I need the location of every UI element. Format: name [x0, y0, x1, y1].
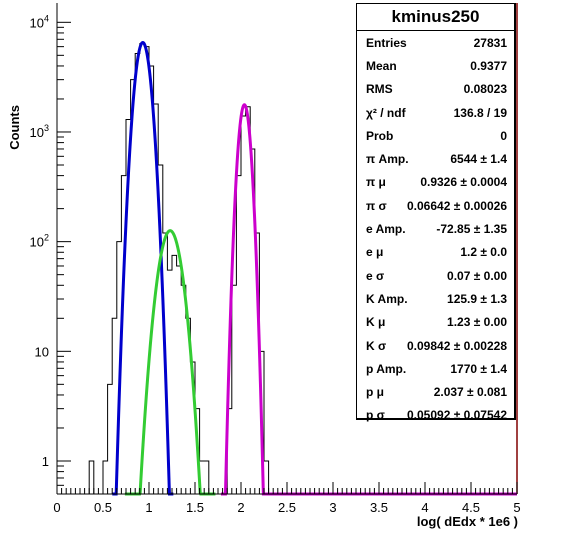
- stats-label: e Amp.: [366, 222, 406, 237]
- x-tick-label: 0.5: [94, 500, 112, 515]
- stats-row: RMS 0.08023: [357, 78, 514, 101]
- y-tick-exponent: 4: [44, 13, 49, 23]
- stats-value: 0.06642 ± 0.00026: [406, 198, 507, 213]
- y-tick-label: 10: [35, 344, 49, 359]
- y-tick-base: 1: [42, 454, 49, 469]
- y-tick-base: 10: [30, 15, 44, 30]
- x-tick-label: 2.5: [278, 500, 296, 515]
- stats-row: p Amp. 1770 ± 1.4: [357, 357, 514, 380]
- stats-value: 0.08023: [463, 82, 507, 97]
- y-tick-base: 10: [35, 344, 49, 359]
- y-tick-base: 10: [30, 235, 44, 250]
- y-tick-label: 102: [30, 233, 49, 250]
- stats-row: K μ 1.23 ± 0.00: [357, 311, 514, 334]
- stats-row: π σ 0.06642 ± 0.00026: [357, 194, 514, 217]
- fit-curve-π: [112, 40, 174, 496]
- stats-label: K μ: [366, 315, 386, 330]
- x-tick-label: 2: [237, 500, 244, 515]
- stats-row: π μ 0.9326 ± 0.0004: [357, 171, 514, 194]
- stats-value: 125.9 ± 1.3: [447, 291, 507, 306]
- y-tick-exponent: 2: [44, 233, 49, 243]
- stats-box: kminus250 Entries 27831 Mean 0.9377 RMS 0.080…: [356, 3, 516, 422]
- x-tick-label: 5: [513, 500, 520, 515]
- stats-label: e μ: [366, 245, 384, 260]
- stats-label: π Amp.: [366, 152, 409, 167]
- stats-row: Mean 0.9377: [357, 54, 514, 77]
- stats-value: 0: [500, 128, 507, 143]
- x-tick-label: 1.5: [186, 500, 204, 515]
- y-tick-exponent: 3: [44, 123, 49, 133]
- x-tick-label: 4: [421, 500, 428, 515]
- x-axis-title: log( dEdx * 1e6 ): [417, 514, 518, 529]
- histogram-line: [88, 43, 270, 495]
- stats-label: e σ: [366, 268, 385, 283]
- stats-label: χ² / ndf: [366, 105, 406, 120]
- stats-label: Entries: [366, 35, 407, 50]
- stats-value: 0.07 ± 0.00: [447, 268, 507, 283]
- stats-label: K σ: [366, 338, 387, 353]
- stats-row: e σ 0.07 ± 0.00: [357, 264, 514, 287]
- stats-row: Prob 0: [357, 124, 514, 147]
- x-tick-label: 3: [329, 500, 336, 515]
- stats-value: 1770 ± 1.4: [450, 361, 507, 376]
- y-tick-base: 10: [30, 125, 44, 140]
- y-tick-label: 104: [30, 13, 49, 30]
- stats-value: 0.9326 ± 0.0004: [420, 175, 507, 190]
- stats-label: Mean: [366, 58, 397, 73]
- stats-row: e μ 1.2 ± 0.0: [357, 241, 514, 264]
- stats-value: 2.037 ± 0.081: [433, 385, 507, 400]
- stats-label: p σ: [366, 408, 385, 423]
- stats-value: 6544 ± 1.4: [450, 152, 507, 167]
- stats-value: 1.2 ± 0.0: [460, 245, 507, 260]
- x-tick-label: 3.5: [370, 500, 388, 515]
- stats-row: p μ 2.037 ± 0.081: [357, 380, 514, 403]
- stats-value: 27831: [473, 35, 507, 50]
- stats-value: 0.09842 ± 0.00228: [406, 338, 507, 353]
- stats-rows: Entries 27831 Mean 0.9377 RMS 0.08023 χ² / ndf…: [357, 31, 514, 427]
- y-tick-label: 103: [30, 123, 49, 140]
- stats-title: kminus250: [357, 4, 514, 31]
- histogram: [88, 43, 270, 495]
- x-tick-label: 4.5: [462, 500, 480, 515]
- fit-curve-p: [220, 103, 268, 496]
- x-tick-label: 1: [145, 500, 152, 515]
- stats-label: p μ: [366, 385, 385, 400]
- stats-row: p σ 0.05092 ± 0.07542: [357, 404, 514, 427]
- stats-value: 0.9377: [470, 58, 507, 73]
- stats-row: K σ 0.09842 ± 0.00228: [357, 334, 514, 357]
- plot-frame: [56, 3, 518, 494]
- stats-label: π σ: [366, 198, 387, 213]
- stats-value: 136.8 / 19: [453, 105, 507, 120]
- stats-row: K Amp. 125.9 ± 1.3: [357, 287, 514, 310]
- stats-row: Entries 27831: [357, 31, 514, 54]
- y-tick-label: 1: [42, 454, 49, 469]
- stats-label: Prob: [366, 128, 394, 143]
- stats-value: -72.85 ± 1.35: [436, 222, 507, 237]
- stats-value: 0.05092 ± 0.07542: [406, 408, 507, 423]
- x-tick-label: 0: [53, 500, 60, 515]
- stats-label: RMS: [366, 82, 393, 97]
- y-axis-title: Counts: [7, 105, 22, 150]
- stats-label: K Amp.: [366, 291, 408, 306]
- stats-label: π μ: [366, 175, 386, 190]
- stats-row: χ² / ndf 136.8 / 19: [357, 101, 514, 124]
- stats-row: e Amp. -72.85 ± 1.35: [357, 217, 514, 240]
- stats-row: π Amp. 6544 ± 1.4: [357, 147, 514, 170]
- stats-label: p Amp.: [366, 361, 407, 376]
- stats-value: 1.23 ± 0.00: [447, 315, 507, 330]
